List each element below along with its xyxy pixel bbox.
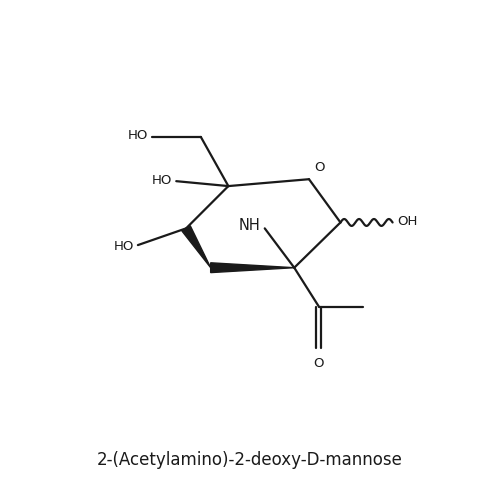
Polygon shape	[210, 263, 294, 272]
Text: HO: HO	[114, 240, 134, 252]
Text: HO: HO	[152, 174, 172, 186]
Text: O: O	[314, 162, 324, 174]
Text: HO: HO	[128, 130, 148, 142]
Text: NH: NH	[239, 218, 261, 233]
Text: 2-(Acetylamino)-2-deoxy-D-mannose: 2-(Acetylamino)-2-deoxy-D-mannose	[97, 452, 403, 469]
Text: OH: OH	[398, 215, 418, 228]
Text: O: O	[314, 357, 324, 370]
Polygon shape	[182, 226, 210, 268]
